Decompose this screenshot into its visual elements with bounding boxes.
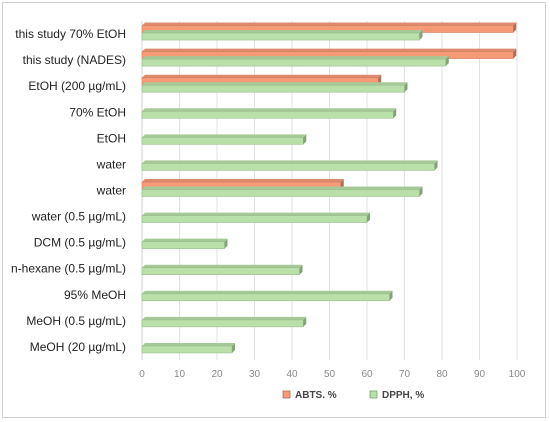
x-tick-label: 0 (139, 369, 145, 380)
category-label: MeOH (20 µg/mL) (30, 340, 126, 354)
x-tick-label: 90 (474, 369, 486, 380)
category-labels: this study 70% EtOH this study (NADES) EtO… (11, 27, 126, 354)
chart-frame (2, 2, 546, 418)
x-tick-label: 50 (324, 369, 336, 380)
legend-item: DPPH, % (369, 390, 424, 401)
bar-dpph (141, 316, 307, 328)
category-label: EtOH (97, 131, 126, 145)
x-tick-label: 80 (436, 369, 448, 380)
bar-abts (141, 48, 517, 59)
bar-dpph (141, 212, 370, 223)
bar-dpph (141, 56, 449, 67)
legend-swatch (282, 390, 291, 399)
category-label: this study (NADES) (23, 53, 126, 67)
category-label: water (96, 157, 126, 171)
bar-dpph (141, 186, 423, 197)
x-tick-label: 100 (509, 369, 526, 380)
legend-item: ABTS. % (282, 390, 337, 401)
category-label: n-hexane (0.5 µg/mL) (11, 262, 126, 276)
bars (141, 22, 517, 354)
category-label: DCM (0.5 µg/mL) (34, 236, 126, 250)
bar-dpph (141, 342, 235, 354)
x-tick-label: 40 (286, 369, 298, 380)
bar-dpph (141, 238, 228, 249)
bar-dpph (141, 30, 423, 41)
bar-dpph (141, 82, 408, 93)
x-tick-label: 30 (249, 369, 261, 380)
category-label: water (96, 184, 126, 198)
bar-dpph (141, 264, 303, 275)
legend-swatch (369, 390, 378, 399)
bar-dpph (141, 134, 307, 145)
legend-label: DPPH, % (382, 390, 424, 401)
category-label: this study 70% EtOH (15, 27, 126, 41)
category-label: water (0.5 µg/mL) (31, 210, 126, 224)
legend: ABTS. % DPPH, % (282, 390, 424, 401)
category-label: EtOH (200 µg/mL) (28, 79, 126, 93)
x-tick-labels: 0 10 20 30 40 50 60 70 80 90 100 (139, 369, 526, 380)
bar-dpph (141, 108, 397, 119)
x-tick-label: 70 (399, 369, 411, 380)
category-label: 95% MeOH (64, 288, 126, 302)
x-tick-label: 10 (174, 369, 186, 380)
category-label: MeOH (0.5 µg/mL) (26, 314, 126, 328)
bar-dpph (141, 290, 393, 302)
bar-dpph (141, 160, 438, 171)
x-tick-label: 20 (211, 369, 223, 380)
legend-label: ABTS. % (295, 390, 337, 401)
category-label: 70% EtOH (69, 105, 126, 119)
x-tick-label: 60 (361, 369, 373, 380)
